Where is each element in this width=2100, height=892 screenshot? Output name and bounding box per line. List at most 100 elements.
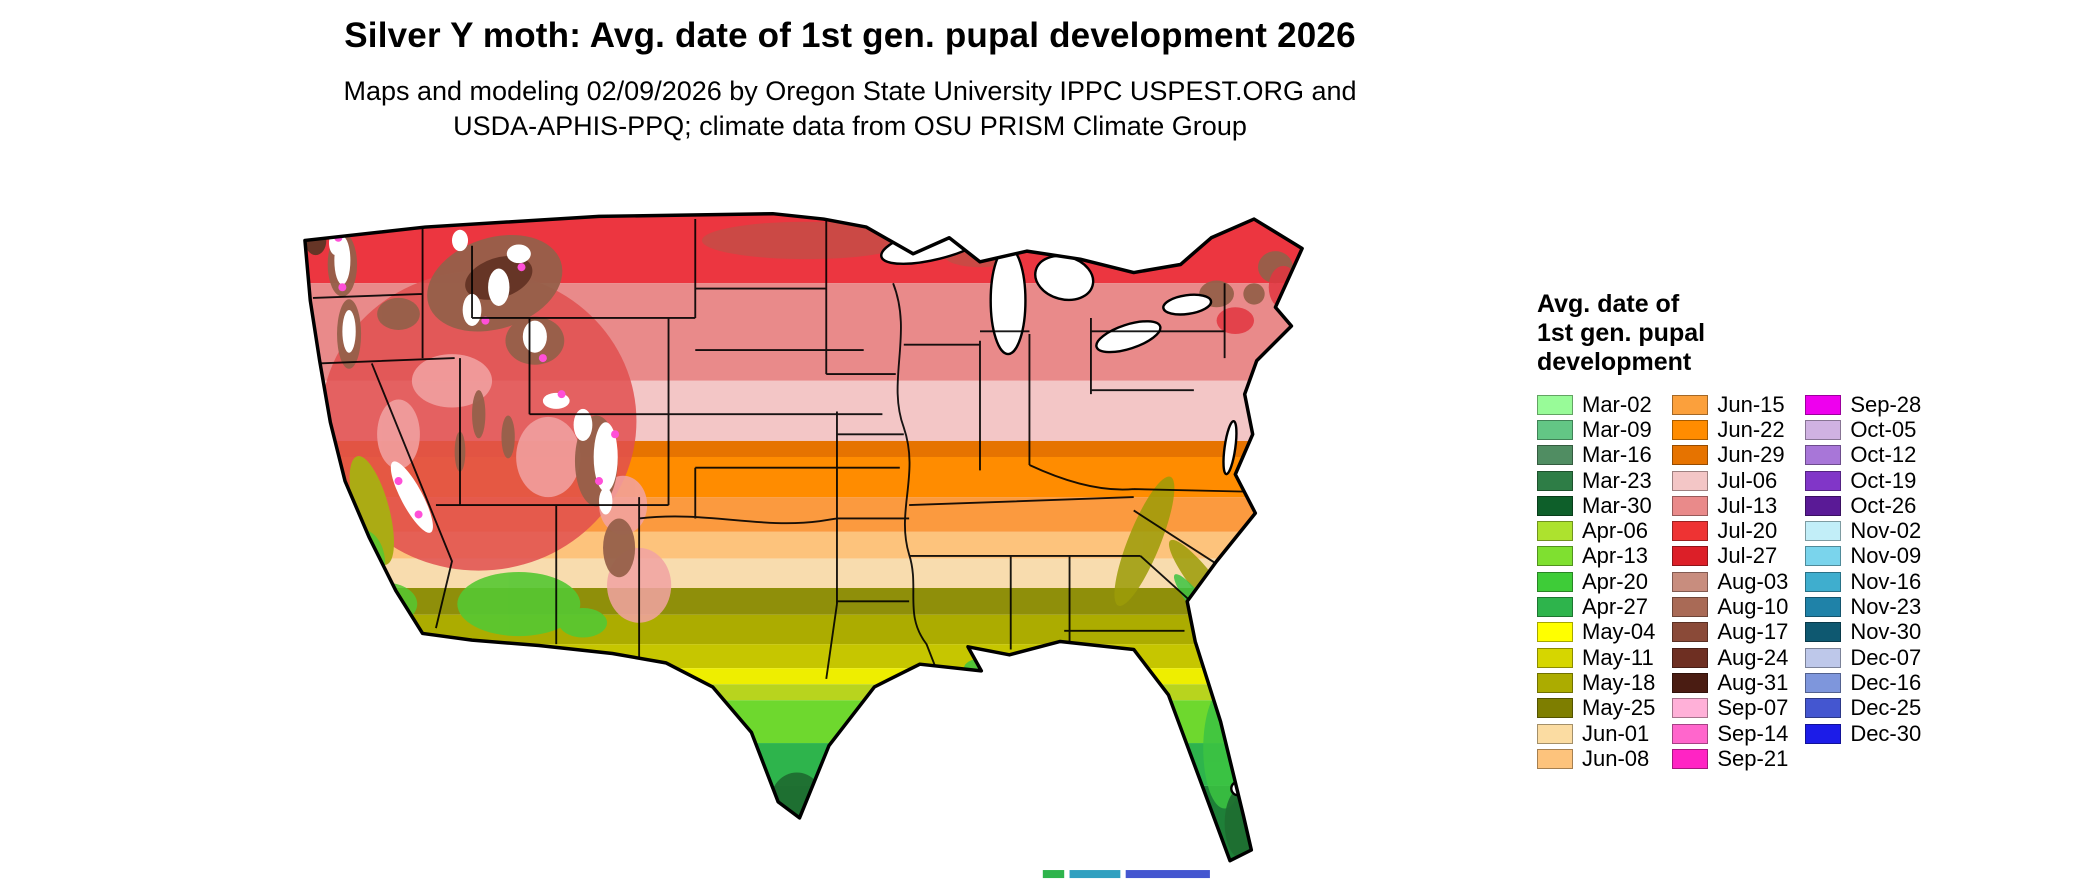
legend-swatch [1537, 723, 1573, 744]
legend-entry: Jul-20 [1672, 518, 1788, 543]
legend-label: May-11 [1582, 644, 1654, 670]
legend-label: Jun-22 [1717, 416, 1785, 442]
legend-entry: May-04 [1537, 619, 1655, 645]
legend-label: Mar-16 [1582, 442, 1652, 468]
legend-column-3: Sep-28 Oct-05 Oct-12 Oct-19 Oct-26 Nov-02 Nov-… [1805, 392, 1921, 746]
legend-entry: Jun-01 [1537, 721, 1655, 746]
us-outline [303, 211, 1304, 863]
legend-label: Nov-30 [1850, 619, 1922, 645]
legend-label: Dec-16 [1850, 669, 1922, 695]
legend-swatch [1805, 622, 1842, 643]
legend-swatch [1672, 546, 1709, 567]
legend-label: Dec-07 [1850, 644, 1922, 670]
legend-entry: Apr-13 [1537, 543, 1655, 569]
deep-green-overlay [770, 772, 1257, 859]
legend-swatch [1672, 394, 1709, 415]
legend-swatch [1672, 622, 1709, 643]
legend-swatch [1537, 672, 1573, 693]
map-band [304, 700, 1303, 744]
legend-entry: Oct-26 [1805, 493, 1921, 518]
legend-title-line-1: Avg. date of [1537, 290, 1680, 318]
map-legend: Avg. date of 1st gen. pupal development … [1537, 290, 2082, 771]
legend-swatch [1805, 546, 1842, 567]
legend-entry: Apr-20 [1537, 569, 1655, 594]
legend-swatch [1537, 495, 1573, 516]
legend-swatch [1805, 394, 1842, 415]
legend-label: Nov-23 [1850, 594, 1922, 620]
legend-label: Apr-20 [1582, 568, 1649, 594]
legend-entry: Jun-08 [1537, 746, 1655, 771]
legend-entry: Dec-25 [1805, 695, 1922, 721]
florida-keys [1042, 870, 1210, 879]
legend-swatch [1537, 394, 1573, 415]
legend-label: Jul-06 [1717, 467, 1778, 493]
legend-swatch [1672, 672, 1709, 693]
legend-swatch [1805, 571, 1842, 592]
legend-swatch [1537, 546, 1573, 567]
legend-swatch [1537, 571, 1573, 592]
legend-entry: Sep-14 [1672, 721, 1788, 746]
legend-label: Aug-31 [1717, 669, 1789, 695]
map-band [304, 644, 1303, 669]
legend-entry: Jul-27 [1672, 543, 1788, 569]
legend-label: Oct-26 [1850, 492, 1917, 518]
legend-swatch [1805, 723, 1842, 744]
map-raster [304, 213, 1303, 861]
legend-entry: Mar-30 [1537, 493, 1655, 518]
legend-swatch [1672, 445, 1709, 466]
legend-entry: May-18 [1537, 670, 1655, 695]
legend-entry: Jun-15 [1672, 392, 1788, 417]
legend-label: Aug-10 [1717, 594, 1789, 620]
legend-label: Jun-29 [1717, 442, 1785, 468]
legend-label: Nov-16 [1850, 568, 1922, 594]
legend-label: Sep-21 [1717, 745, 1789, 771]
legend-entry: Apr-06 [1537, 518, 1655, 543]
legend-label: Jun-08 [1582, 745, 1650, 771]
legend-label: Jun-15 [1717, 391, 1785, 417]
map-band [304, 785, 1303, 861]
legend-swatch [1537, 647, 1573, 668]
legend-entry: Aug-24 [1672, 645, 1788, 670]
legend-entry: Dec-30 [1805, 721, 1921, 746]
page-subtitle: Maps and modeling 02/09/2026 by Oregon S… [0, 74, 1700, 144]
legend-label: Sep-14 [1717, 720, 1789, 746]
legend-entry: Mar-09 [1537, 417, 1655, 442]
map-band [304, 668, 1303, 685]
legend-label: Jul-13 [1717, 492, 1778, 518]
legend-label: Mar-02 [1582, 391, 1652, 417]
legend-label: May-18 [1582, 669, 1656, 695]
legend-swatch [1672, 647, 1709, 668]
legend-columns: Mar-02 Mar-09 Mar-16 Mar-23 Mar-30 Apr-06 Apr-… [1537, 392, 2082, 771]
legend-label: Dec-25 [1850, 695, 1922, 721]
legend-entry: May-25 [1537, 695, 1655, 721]
legend-entry: Jul-13 [1672, 493, 1788, 518]
legend-swatch [1537, 622, 1573, 643]
legend-label: Jul-27 [1717, 543, 1778, 569]
legend-entry: Jun-29 [1672, 442, 1788, 468]
legend-entry: Jun-22 [1672, 417, 1788, 442]
legend-entry: Mar-02 [1537, 392, 1655, 417]
legend-swatch [1537, 521, 1573, 542]
legend-label: Nov-02 [1850, 518, 1922, 544]
legend-swatch [1672, 470, 1709, 491]
legend-label: Sep-28 [1850, 391, 1922, 417]
legend-label: Apr-13 [1582, 543, 1649, 569]
legend-swatch [1672, 571, 1709, 592]
legend-swatch [1805, 672, 1842, 693]
legend-entry: Apr-27 [1537, 594, 1655, 619]
legend-swatch [1537, 445, 1573, 466]
legend-entry: Dec-07 [1805, 645, 1921, 670]
legend-entry: Jul-06 [1672, 468, 1788, 493]
map-band [304, 743, 1303, 786]
legend-entry: Sep-07 [1672, 695, 1788, 721]
legend-label: Oct-12 [1850, 442, 1917, 468]
legend-entry: Aug-03 [1672, 569, 1788, 594]
legend-swatch [1672, 495, 1709, 516]
legend-entry: May-11 [1537, 645, 1655, 670]
legend-swatch [1672, 597, 1709, 618]
legend-label: Oct-05 [1850, 416, 1917, 442]
legend-column-1: Mar-02 Mar-09 Mar-16 Mar-23 Mar-30 Apr-06 Apr-… [1537, 392, 1655, 771]
legend-swatch [1805, 445, 1842, 466]
page-title: Silver Y moth: Avg. date of 1st gen. pup… [344, 16, 1356, 55]
